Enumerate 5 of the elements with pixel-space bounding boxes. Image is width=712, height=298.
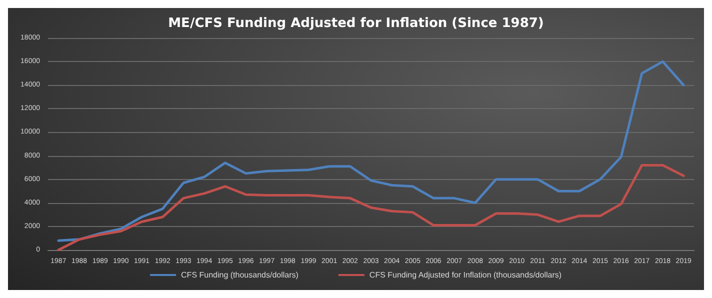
legend-label: CFS Funding Adjusted for Inflation (thousands/dollars) [369, 270, 562, 280]
line-series [57, 60, 685, 242]
chart-title: ME/CFS Funding Adjusted for Inflation (Since 1987) [168, 16, 544, 31]
line-series [57, 164, 685, 252]
legend-label: CFS Funding (thousands/dollars) [181, 270, 299, 280]
